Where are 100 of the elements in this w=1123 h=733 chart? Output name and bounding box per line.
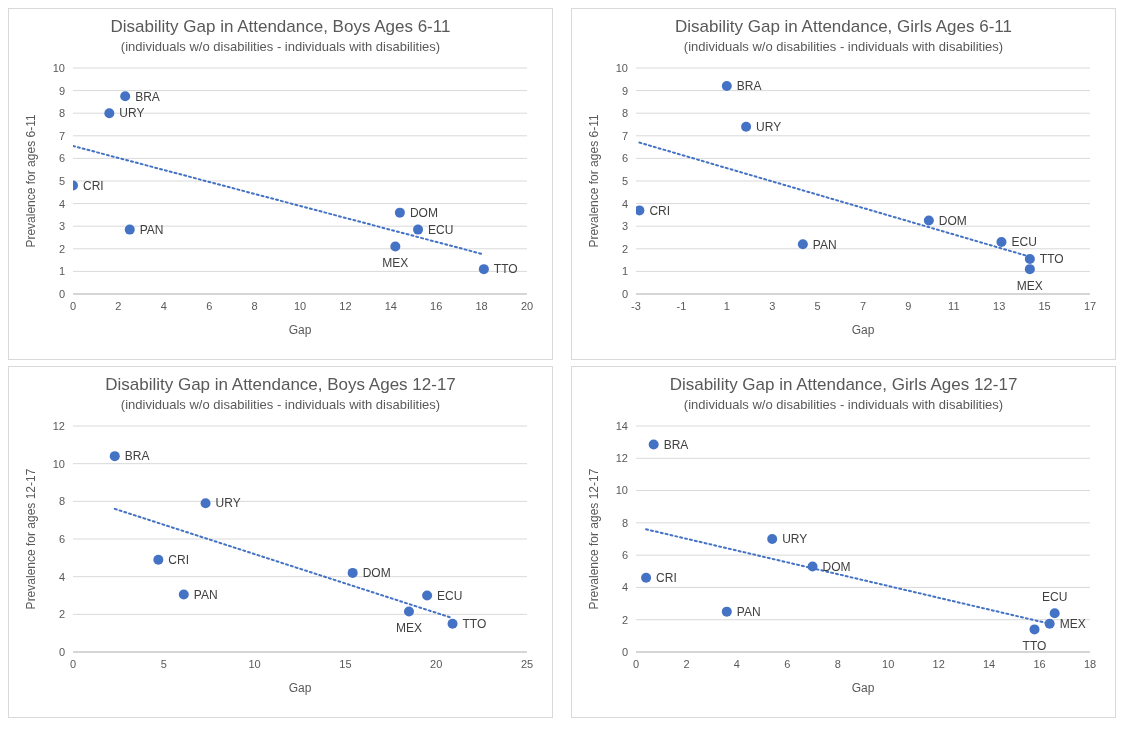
y-tick-label: 3 [58, 220, 65, 233]
y-tick-label: 10 [52, 61, 65, 74]
x-tick-label: 1 [723, 299, 730, 312]
x-tick-label: 14 [982, 657, 996, 670]
x-tick-label: 17 [1083, 299, 1097, 312]
y-tick-label: 1 [58, 265, 65, 278]
point [1024, 253, 1035, 264]
annotation: TTO [1039, 252, 1064, 267]
chart-subtitle: (individuals w/o disabilities - individuals with disabilities) [119, 397, 442, 412]
y-tick-label: 2 [58, 608, 65, 621]
point [124, 224, 135, 235]
x-tick-label: 15 [1038, 299, 1051, 312]
annotation: MEX [395, 621, 422, 636]
annotation: CRI [649, 203, 671, 218]
y-tick-label: 10 [615, 484, 628, 497]
y-axis-title: Prevalence for ages 6-11 [24, 114, 39, 248]
y-tick-label: 9 [621, 84, 628, 97]
y-tick-label: 8 [58, 107, 65, 120]
point [153, 554, 164, 565]
x-tick-label: 12 [339, 299, 352, 312]
point [403, 606, 414, 617]
y-tick-label: 0 [58, 645, 65, 658]
y-tick-label: 4 [621, 581, 628, 594]
annotation: TTO [462, 617, 487, 632]
x-tick-label: 16 [1033, 657, 1046, 670]
point [478, 264, 489, 275]
y-tick-label: 10 [52, 457, 65, 470]
point [1044, 618, 1055, 629]
annotation: PAN [812, 237, 837, 252]
x-axis-title: Gap [288, 323, 312, 337]
annotation: DOM [409, 205, 438, 220]
point [1029, 624, 1040, 635]
point [394, 207, 405, 218]
y-tick-label: 9 [58, 84, 65, 97]
point [996, 237, 1007, 248]
point [1049, 608, 1060, 619]
y-tick-label: 7 [58, 129, 65, 142]
y-tick-label: 5 [58, 174, 65, 187]
point [447, 618, 458, 629]
annotation: DOM [362, 566, 391, 581]
annotation: MEX [1059, 617, 1086, 632]
x-tick-label: 9 [905, 299, 912, 312]
x-tick-label: 14 [384, 299, 397, 312]
x-tick-label: 0 [69, 299, 77, 312]
x-tick-label: 2 [683, 657, 690, 670]
annotation: CRI [168, 552, 190, 567]
y-tick-label: 6 [58, 152, 65, 165]
point [1024, 264, 1035, 275]
point [648, 439, 659, 450]
x-tick-label: 8 [251, 299, 258, 312]
x-tick-label: 6 [784, 657, 791, 670]
y-tick-label: 1 [621, 265, 628, 278]
annotation: CRI [83, 178, 104, 193]
point [741, 121, 752, 132]
x-tick-label: 8 [834, 657, 841, 670]
x-tick-label: 5 [160, 657, 167, 670]
y-tick-label: 5 [621, 174, 628, 187]
annotation: ECU [437, 588, 463, 603]
point [200, 498, 211, 509]
x-tick-label: 12 [932, 657, 945, 670]
x-tick-label: 7 [859, 299, 867, 312]
y-tick-label: 6 [621, 152, 628, 165]
x-axis-title: Gap [288, 681, 312, 695]
annotation: CRI [656, 571, 677, 585]
annotation: ECU [1042, 590, 1068, 605]
x-tick-label: -1 [676, 299, 687, 312]
y-tick-label: 8 [621, 516, 628, 529]
y-tick-label: 4 [58, 570, 65, 583]
point [721, 81, 732, 92]
point [641, 572, 652, 583]
point [422, 590, 433, 601]
chart-subtitle: (individuals w/o disabilities - individuals with disabilities) [682, 39, 1005, 54]
annotation: PAN [193, 587, 218, 602]
y-tick-label: 7 [621, 129, 628, 142]
annotation: TTO [493, 262, 518, 277]
x-tick-label: 3 [769, 299, 776, 312]
x-tick-label: 5 [814, 299, 821, 312]
annotation: ECU [428, 222, 454, 237]
x-tick-label: 4 [160, 299, 167, 312]
y-tick-label: 2 [58, 242, 65, 255]
y-tick-label: 14 [615, 419, 628, 432]
x-tick-label: 25 [520, 657, 534, 670]
point [636, 205, 645, 216]
x-tick-label: 11 [948, 299, 960, 312]
annotation: TTO [1022, 638, 1047, 653]
x-tick-label: 13 [993, 299, 1006, 312]
point [390, 241, 401, 252]
y-tick-label: 12 [615, 452, 628, 465]
point [767, 534, 778, 544]
y-tick-label: 8 [58, 495, 65, 508]
point [797, 239, 808, 250]
x-tick-label: 10 [882, 657, 895, 670]
x-tick-label: 4 [733, 657, 740, 670]
y-tick-label: 0 [621, 287, 628, 300]
annotation: URY [782, 532, 808, 547]
y-tick-label: 3 [621, 220, 628, 233]
y-tick-label: 12 [52, 419, 65, 432]
x-tick-label: 2 [115, 299, 122, 312]
x-tick-label: 18 [475, 299, 488, 312]
annotation: PAN [736, 604, 761, 619]
